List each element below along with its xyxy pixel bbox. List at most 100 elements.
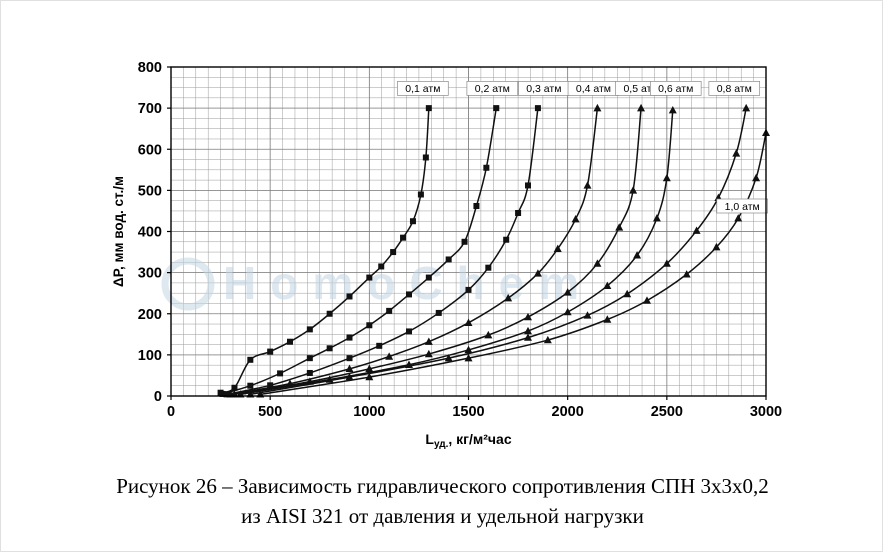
series-label-box [650, 81, 702, 96]
y-tick-label: 400 [138, 225, 162, 241]
series-marker-triangle [652, 214, 661, 222]
series-marker-triangle [424, 337, 433, 345]
series-marker-triangle [583, 181, 592, 189]
y-tick-label: 0 [154, 389, 162, 405]
series-marker-square [306, 355, 313, 362]
series-marker-triangle [603, 281, 612, 289]
series-marker-triangle [752, 173, 761, 182]
series-label: 0,3 атм [526, 83, 561, 95]
series-label-box [397, 81, 449, 96]
x-tick-label: 3000 [750, 404, 782, 420]
series-marker-triangle [593, 103, 602, 112]
series-marker-square [326, 345, 333, 352]
series-marker-square [515, 209, 522, 216]
series-marker-triangle [643, 296, 651, 304]
series-marker-square [461, 238, 468, 245]
chart-canvas: HomoChem 0,1 атм 0,2 атм 0,3 атм 0,4 атм 0,5 … [111, 60, 782, 450]
series-marker-square [485, 264, 492, 271]
figure-caption: Рисунок 26 – Зависимость гидравлического… [1, 471, 882, 532]
x-tick-label: 2500 [651, 404, 683, 420]
series-label: 0,6 атм [658, 83, 693, 95]
series-marker-square [306, 326, 313, 333]
series-marker-triangle [365, 372, 374, 381]
series-marker-triangle [504, 293, 513, 302]
figure-caption-line-1: Рисунок 26 – Зависимость гидравлического… [116, 474, 769, 498]
series-marker-triangle [345, 364, 354, 373]
series-marker-square [435, 309, 442, 316]
series-marker-triangle [637, 103, 646, 112]
series-marker-triangle [563, 307, 572, 316]
chart-area: HomoChem 0,1 атм 0,2 атм 0,3 атм 0,4 атм 0,5 … [1, 1, 882, 461]
y-tick-label: 300 [138, 266, 162, 282]
series-line [260, 132, 767, 396]
series-marker-triangle [524, 312, 532, 321]
series-marker-square [267, 348, 274, 355]
x-tick-label: 500 [258, 404, 282, 420]
series-marker-triangle [524, 326, 532, 335]
series-marker-square [425, 105, 432, 112]
series-marker-triangle [633, 251, 642, 259]
series-line [220, 108, 430, 394]
series-marker-triangle [464, 318, 473, 326]
series-marker-square [406, 291, 412, 298]
series-marker-triangle [682, 270, 691, 278]
series-marker-square [346, 293, 353, 300]
y-axis-title: ΔP, мм вод. ст./м [111, 176, 126, 287]
series-marker-triangle [424, 349, 433, 358]
series-marker-square [223, 391, 230, 398]
series-marker-square [483, 164, 490, 171]
series-marker-square [247, 356, 254, 363]
x-tick-label: 1500 [452, 404, 484, 420]
series-label: 0,8 атм [717, 83, 752, 95]
series-marker-square [503, 236, 510, 243]
series-marker-triangle [593, 259, 602, 267]
series-marker-square [409, 218, 416, 225]
y-tick-label: 200 [138, 307, 162, 323]
series-line [230, 108, 599, 396]
series-marker-triangle [662, 173, 671, 182]
series-marker-square [346, 334, 353, 341]
series-label: 0,2 атм [475, 83, 510, 95]
series-marker-triangle [692, 226, 701, 234]
y-tick-label: 800 [138, 60, 162, 76]
series-marker-triangle [365, 364, 374, 373]
series-marker-square [425, 274, 432, 281]
series-marker-triangle [484, 330, 493, 339]
series-marker-square [376, 342, 383, 349]
series-marker-triangle [583, 311, 592, 319]
series-marker-triangle [629, 186, 638, 194]
series-marker-triangle [571, 214, 580, 223]
y-tick-label: 500 [138, 183, 162, 199]
series-marker-square [386, 307, 393, 314]
x-tick-label: 2000 [552, 404, 584, 420]
series-label: 0,1 атм [405, 83, 440, 95]
series-marker-triangle [533, 269, 542, 277]
series-marker-triangle [615, 223, 624, 231]
series-marker-square [247, 382, 254, 389]
series-marker-triangle [524, 333, 532, 341]
series-marker-triangle [385, 352, 394, 360]
series-marker-square [390, 249, 397, 256]
series-marker-triangle [734, 214, 743, 222]
series-marker-triangle [464, 353, 473, 362]
series-marker-square [219, 390, 226, 397]
series-marker-triangle [563, 288, 572, 296]
series-marker-triangle [553, 244, 562, 252]
series-marker-square [400, 234, 407, 241]
series-label: 0,4 атм [576, 83, 611, 95]
series-marker-triangle [662, 259, 671, 267]
series-marker-square [422, 154, 429, 161]
series-label-box [708, 81, 761, 96]
series-marker-triangle [543, 335, 552, 344]
series-marker-triangle [668, 105, 677, 114]
series-marker-square [366, 322, 373, 329]
series-marker-triangle [732, 149, 741, 157]
figure-caption-line-2: из AISI 321 от давления и удельной нагру… [241, 504, 644, 529]
x-tick-label: 0 [167, 404, 175, 420]
watermark-logo-icon [161, 257, 215, 311]
series-label: 0,5 атм [623, 83, 658, 95]
series-marker-triangle [444, 353, 453, 362]
series-marker-square [306, 369, 313, 376]
series-marker-square [287, 338, 293, 345]
